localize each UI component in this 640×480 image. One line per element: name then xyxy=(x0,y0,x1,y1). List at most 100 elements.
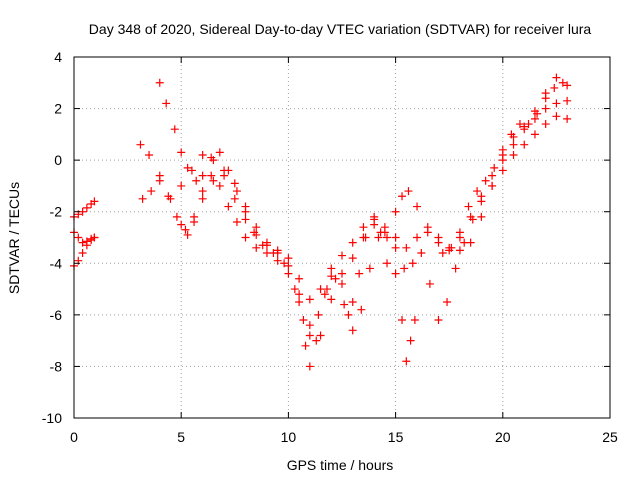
data-point xyxy=(550,83,559,92)
data-point xyxy=(181,225,190,234)
data-point xyxy=(78,238,87,247)
data-point xyxy=(348,238,357,247)
plot-frame xyxy=(73,56,611,419)
data-point xyxy=(533,109,542,118)
data-point xyxy=(524,120,533,129)
data-point xyxy=(252,243,261,252)
data-point xyxy=(338,269,346,278)
data-point xyxy=(183,230,192,239)
y-tick-label: 0 xyxy=(54,152,62,168)
data-point xyxy=(284,261,293,270)
data-point xyxy=(541,104,550,113)
data-point xyxy=(252,230,261,239)
data-point xyxy=(490,163,499,172)
data-point xyxy=(177,181,186,190)
data-point xyxy=(498,145,507,154)
data-point xyxy=(209,156,218,165)
data-point xyxy=(488,171,497,180)
x-axis-label: GPS time / hours xyxy=(287,457,394,473)
y-axis-label: SDTVAR / TECUs xyxy=(6,182,22,294)
data-point xyxy=(365,264,374,273)
data-point xyxy=(258,241,267,250)
data-point xyxy=(232,187,241,196)
data-point xyxy=(305,321,314,330)
data-point xyxy=(172,212,181,221)
data-point xyxy=(190,212,199,221)
data-point xyxy=(488,181,497,190)
data-point xyxy=(295,274,304,283)
data-point xyxy=(177,220,186,229)
data-point xyxy=(145,150,154,159)
data-point xyxy=(404,187,413,196)
data-point xyxy=(498,166,507,175)
data-point xyxy=(74,233,83,242)
data-point xyxy=(147,187,156,196)
data-point xyxy=(391,269,400,278)
data-point xyxy=(460,238,469,247)
data-point xyxy=(563,81,572,90)
data-point xyxy=(177,148,186,157)
data-point xyxy=(241,207,250,216)
data-point xyxy=(340,300,349,309)
data-point xyxy=(252,223,261,232)
data-point xyxy=(284,254,293,263)
data-point xyxy=(410,316,419,325)
data-point xyxy=(295,290,304,299)
data-point xyxy=(327,272,336,281)
data-point xyxy=(338,251,346,260)
data-point xyxy=(207,171,216,180)
data-point xyxy=(241,215,250,224)
data-point xyxy=(348,326,357,335)
data-point xyxy=(481,176,490,185)
data-point xyxy=(90,197,99,206)
data-point xyxy=(563,96,572,105)
data-point xyxy=(515,120,524,129)
data-point xyxy=(455,246,464,255)
data-point xyxy=(78,248,87,257)
data-point xyxy=(357,305,366,314)
series-8 xyxy=(438,78,567,257)
data-point xyxy=(295,297,304,306)
data-point xyxy=(359,233,368,242)
series-5 xyxy=(155,78,572,340)
x-tick-label: 0 xyxy=(70,429,78,445)
data-point xyxy=(162,99,171,108)
data-point xyxy=(348,297,357,306)
data-point xyxy=(164,192,173,201)
data-point xyxy=(262,248,271,257)
x-tick-label: 10 xyxy=(281,429,297,445)
data-point xyxy=(520,140,529,149)
series-7 xyxy=(177,112,572,304)
data-point xyxy=(312,336,321,345)
data-point xyxy=(473,187,482,196)
data-point xyxy=(301,341,310,350)
data-point xyxy=(355,269,364,278)
series-6 xyxy=(138,171,419,366)
data-point xyxy=(155,78,164,87)
y-tick-label: -4 xyxy=(50,255,63,271)
data-point xyxy=(402,357,411,366)
data-point xyxy=(509,150,518,159)
data-point xyxy=(331,274,340,283)
data-point xyxy=(90,233,99,242)
data-point xyxy=(408,259,417,268)
data-point xyxy=(224,166,233,175)
data-point xyxy=(155,176,164,185)
data-point xyxy=(359,223,368,232)
data-point xyxy=(198,171,207,180)
data-point xyxy=(187,166,196,175)
data-point xyxy=(284,269,293,278)
data-point xyxy=(413,202,422,211)
data-point xyxy=(558,78,567,87)
data-point xyxy=(509,140,518,149)
data-point xyxy=(477,197,486,206)
data-point xyxy=(380,223,389,232)
data-point xyxy=(290,285,299,294)
data-point xyxy=(224,202,233,211)
data-point xyxy=(541,94,550,103)
data-point xyxy=(232,218,241,227)
data-point xyxy=(466,212,475,221)
data-point xyxy=(438,248,447,257)
